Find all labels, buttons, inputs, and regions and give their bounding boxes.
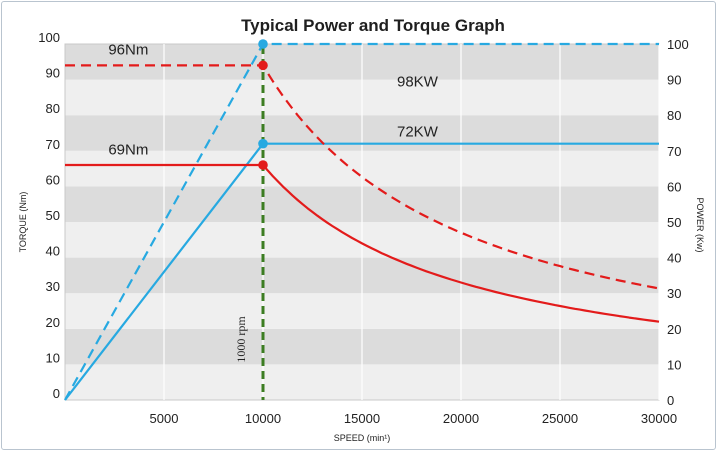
x-tick: 20000	[443, 411, 479, 426]
annotation-peak-power: 98KW	[397, 74, 439, 91]
y-tick-right: 80	[667, 108, 681, 123]
y-tick-left: 60	[46, 172, 60, 187]
torque-marker	[258, 160, 268, 170]
y-tick-right: 90	[667, 73, 681, 88]
annotation-peak-torque: 96Nm	[108, 42, 148, 59]
x-tick: 25000	[542, 411, 578, 426]
y-tick-left: 40	[46, 244, 60, 259]
x-tick: 10000	[245, 411, 281, 426]
x-tick: 15000	[344, 411, 380, 426]
y-tick-right: 10	[667, 357, 681, 372]
torque-marker	[258, 60, 268, 71]
torque-curve-solid	[65, 163, 660, 323]
y-tick-right: 50	[667, 215, 681, 230]
y-tick-left: 80	[46, 101, 60, 116]
power-marker	[258, 39, 268, 49]
y-tick-left: 10	[46, 350, 60, 365]
tick-layer: 0 10 20 30 40 50 60 70 80 90 100 0 10 20 30 40 50 60 70 80 9…	[38, 30, 688, 426]
y-axis-label-left: TORQUE (Nm)	[18, 192, 28, 253]
y-tick-right: 40	[667, 251, 681, 266]
torque-curve-dashed	[65, 64, 660, 290]
y-tick-left: 30	[46, 279, 60, 294]
y-tick-right: 30	[667, 286, 681, 301]
x-tick: 5000	[150, 411, 179, 426]
y-tick-left: 0	[53, 386, 60, 401]
annotation-base-speed: 1000 rpm	[234, 316, 248, 363]
y-tick-left: 100	[38, 30, 60, 45]
y-tick-right: 70	[667, 144, 681, 159]
x-tick: 30000	[641, 411, 677, 426]
y-tick-right: 60	[667, 179, 681, 194]
y-tick-left: 70	[46, 137, 60, 152]
y-tick-right: 20	[667, 322, 681, 337]
annotation-cont-torque: 69Nm	[108, 141, 148, 158]
marker-layer	[258, 39, 268, 170]
y-tick-left: 90	[46, 66, 60, 81]
y-tick-right: 100	[667, 37, 689, 52]
y-tick-left: 20	[46, 315, 60, 330]
annotation-cont-power: 72KW	[397, 124, 439, 141]
y-tick-right: 0	[667, 393, 674, 408]
y-axis-label-right: POWER (Kw)	[695, 198, 705, 253]
x-axis-label: SPEED (min¹)	[334, 433, 391, 443]
chart-title: Typical Power and Torque Graph	[241, 16, 505, 35]
y-tick-left: 50	[46, 208, 60, 223]
power-marker	[258, 138, 268, 149]
